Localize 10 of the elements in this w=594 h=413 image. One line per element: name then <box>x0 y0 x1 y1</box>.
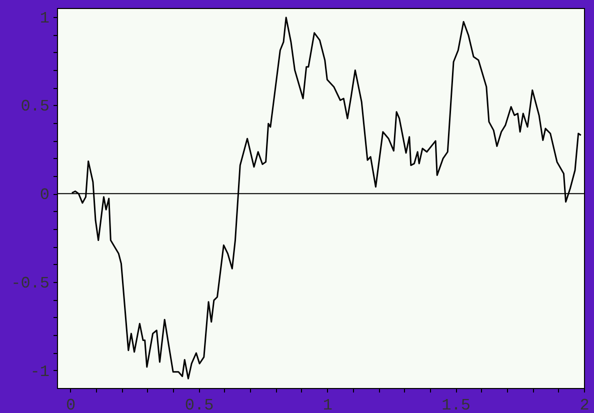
y-tick-label: 0.5 <box>20 98 50 116</box>
x-tick-label: 1 <box>322 396 332 413</box>
x-tick-label: 1.5 <box>442 396 470 413</box>
y-tick-label: 1 <box>40 9 50 28</box>
x-tick-label: 0.5 <box>184 396 214 413</box>
y-tick-label: -1 <box>30 362 50 381</box>
x-tick-label: 0 <box>66 396 76 413</box>
y-tick-label: 0 <box>40 186 50 204</box>
x-tick-label: 2 <box>580 396 590 413</box>
y-tick-label: -0.5 <box>11 274 50 292</box>
